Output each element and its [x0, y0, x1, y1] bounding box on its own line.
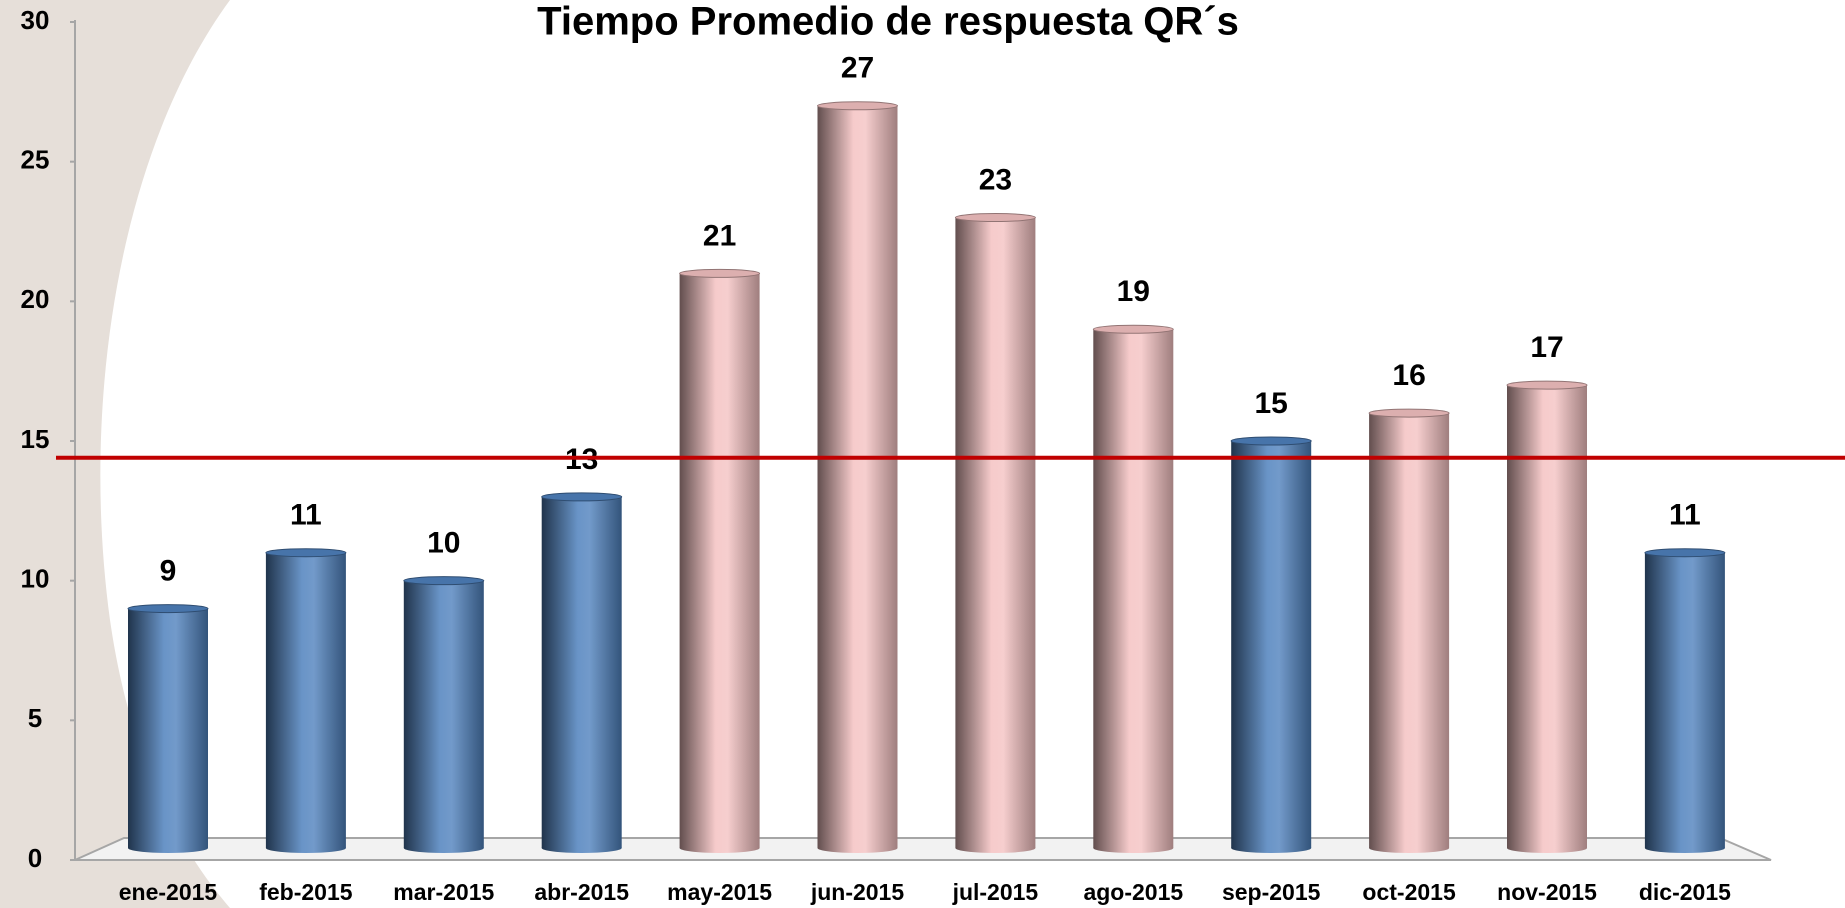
- y-tick-label: 10: [21, 564, 50, 594]
- y-tick-label: 0: [28, 843, 42, 873]
- bar-top: [1506, 380, 1588, 390]
- y-tick-label: 25: [21, 145, 50, 175]
- value-label: 27: [841, 52, 874, 85]
- y-tick-label: 30: [21, 5, 50, 35]
- bar: [541, 496, 622, 848]
- bar-top: [954, 213, 1036, 223]
- bar-top: [1644, 548, 1726, 558]
- value-label: 17: [1530, 331, 1563, 364]
- x-tick-label: oct-2015: [1362, 879, 1456, 905]
- bar-top: [265, 548, 347, 558]
- background-swoosh: [0, 0, 230, 908]
- bar: [1093, 329, 1174, 848]
- value-label: 10: [427, 527, 460, 560]
- chart-title: Tiempo Promedio de respuesta QR´s: [537, 0, 1239, 44]
- y-tick-label: 20: [21, 284, 50, 314]
- x-tick-label: feb-2015: [259, 879, 353, 905]
- bar: [817, 105, 898, 849]
- x-tick-label: sep-2015: [1222, 879, 1321, 905]
- value-label: 21: [703, 219, 736, 252]
- bar: [1231, 441, 1312, 848]
- bar-top: [1230, 436, 1312, 446]
- value-label: 11: [1669, 499, 1701, 532]
- bar: [403, 580, 484, 848]
- value-label: 9: [160, 555, 177, 588]
- value-label: 15: [1255, 387, 1288, 420]
- bar-top: [679, 268, 761, 278]
- bar-top: [817, 101, 898, 111]
- bar-top: [127, 604, 209, 614]
- y-tick-label: 15: [21, 424, 50, 454]
- x-tick-label: abr-2015: [534, 879, 629, 905]
- x-tick-label: nov-2015: [1497, 879, 1597, 905]
- bar-top: [403, 576, 485, 586]
- bar-top: [541, 492, 623, 502]
- bar: [1369, 413, 1450, 848]
- bar: [679, 273, 760, 848]
- x-tick-label: ago-2015: [1083, 879, 1183, 905]
- x-tick-label: jun-2015: [810, 879, 905, 905]
- x-tick-label: jul-2015: [952, 879, 1039, 905]
- value-label: 16: [1392, 359, 1425, 392]
- x-tick-label: dic-2015: [1639, 879, 1731, 905]
- bar: [955, 217, 1036, 849]
- x-tick-label: ene-2015: [119, 879, 218, 905]
- bar-top: [1368, 408, 1450, 418]
- bar: [128, 608, 208, 848]
- bar: [265, 552, 346, 848]
- value-label: 23: [979, 163, 1012, 196]
- x-tick-label: mar-2015: [393, 879, 494, 905]
- bar-top: [1092, 324, 1174, 334]
- bar: [1644, 552, 1725, 848]
- value-label: 11: [290, 499, 322, 532]
- y-tick-label: 5: [28, 703, 42, 733]
- value-label: 19: [1117, 275, 1150, 308]
- bar: [1507, 385, 1587, 848]
- x-tick-label: may-2015: [667, 879, 772, 905]
